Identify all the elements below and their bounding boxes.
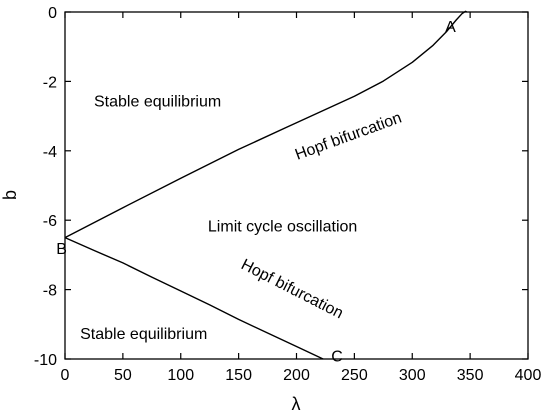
point-label-b: B [56,241,67,258]
x-tick-label: 400 [515,367,542,384]
region-label: Stable equilibrium [94,93,221,110]
y-tick-label: -10 [34,352,57,369]
y-tick-label: 0 [48,5,57,22]
curve-layer [64,10,468,360]
label-layer: Stable equilibrium Limit cycle oscillatio… [56,19,456,366]
x-tick-label: 350 [457,367,484,384]
x-tick-label: 100 [167,367,194,384]
x-axis-title: λ [292,394,301,414]
x-tick-label: 150 [225,367,252,384]
hopf-bifurcation-curve-1 [64,10,468,239]
y-axis-title: b [0,190,20,200]
hopf-bifurcation-curve-2 [64,236,324,360]
tick-layer: 0 50 100 150 200 250 300 350 400 0 -2 -4 -6 -8 -10 [34,5,542,384]
x-tick-label: 50 [114,367,132,384]
curve-label: Hopf bifurcation [293,110,404,164]
x-tick-label: 200 [283,367,310,384]
region-label: Limit cycle oscillation [208,218,357,235]
x-tick-label: 0 [61,367,70,384]
y-tick-label: -8 [43,283,57,300]
y-tick-label: -6 [43,213,57,230]
x-tick-label: 250 [341,367,368,384]
y-tick-label: -2 [43,74,57,91]
point-label-c: C [331,348,343,365]
y-tick-label: -4 [43,144,57,161]
curve-label: Hopf bifurcation [238,256,346,322]
region-label: Stable equilibrium [80,326,207,343]
plot-frame [64,11,529,360]
x-tick-label: 300 [399,367,426,384]
point-label-a: A [445,19,456,36]
